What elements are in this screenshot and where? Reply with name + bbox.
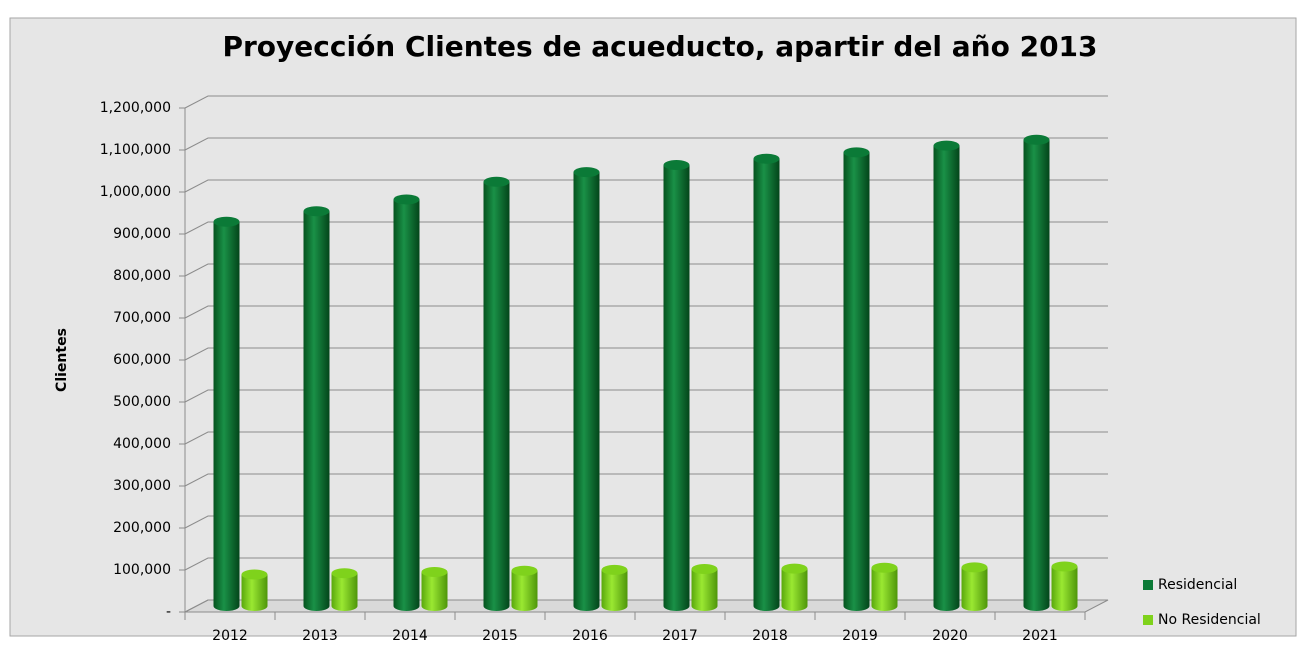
grid-line bbox=[184, 473, 1108, 487]
cylinder bbox=[421, 571, 448, 611]
cylinder-top bbox=[241, 569, 268, 580]
y-tick-label: 400,000 bbox=[113, 436, 171, 452]
grid-line bbox=[184, 95, 1108, 109]
cylinder bbox=[1023, 139, 1050, 612]
cylinder bbox=[511, 570, 538, 611]
y-tick-label: 100,000 bbox=[113, 562, 171, 578]
cylinder bbox=[753, 158, 780, 611]
x-tick-label: 2018 bbox=[752, 628, 788, 644]
x-tick-label: 2020 bbox=[932, 628, 968, 644]
cylinder-top bbox=[691, 564, 718, 575]
cylinder-top bbox=[961, 562, 988, 573]
cylinder-top bbox=[781, 563, 808, 574]
cylinder-top bbox=[303, 206, 330, 217]
cylinder-top bbox=[393, 194, 420, 205]
grid-line bbox=[184, 347, 1108, 361]
cylinder bbox=[781, 568, 808, 611]
grid-line bbox=[184, 263, 1108, 277]
y-tick-label: 600,000 bbox=[113, 352, 171, 368]
cylinder-top bbox=[663, 160, 690, 170]
cylinder-top bbox=[483, 176, 510, 187]
y-tick-label: 500,000 bbox=[113, 394, 171, 410]
x-tick-label: 2019 bbox=[842, 628, 878, 644]
chart-frame bbox=[9, 17, 1297, 637]
grid-line bbox=[184, 599, 1108, 613]
grid-line bbox=[184, 179, 1108, 193]
cylinder bbox=[393, 199, 420, 611]
grid-line bbox=[184, 389, 1108, 403]
grid-line bbox=[184, 305, 1108, 319]
legend-label: No Residencial bbox=[1158, 612, 1261, 628]
y-tick-label: 1,200,000 bbox=[100, 100, 171, 116]
cylinder-top bbox=[933, 140, 960, 151]
cylinder-top bbox=[331, 568, 358, 579]
legend-label: Residencial bbox=[1158, 577, 1237, 593]
cylinder-top bbox=[601, 564, 628, 575]
cylinder-top bbox=[421, 566, 448, 577]
cylinder bbox=[691, 569, 718, 611]
y-axis-title: Clientes bbox=[54, 328, 70, 392]
x-tick-label: 2014 bbox=[392, 628, 428, 644]
cylinder-top bbox=[843, 147, 870, 158]
cylinder bbox=[331, 573, 358, 611]
y-tick-label: 800,000 bbox=[113, 268, 171, 284]
grid-line bbox=[184, 137, 1108, 151]
y-tick-label: - bbox=[166, 604, 171, 620]
grid-line bbox=[184, 515, 1108, 529]
cylinder bbox=[663, 165, 690, 611]
cylinder bbox=[483, 181, 510, 612]
x-tick-label: 2016 bbox=[572, 628, 608, 644]
y-tick-label: 1,000,000 bbox=[100, 184, 171, 200]
x-tick-label: 2015 bbox=[482, 628, 518, 644]
cylinder bbox=[871, 567, 898, 611]
grid-line bbox=[184, 431, 1108, 445]
cylinder bbox=[303, 211, 330, 611]
legend-swatch bbox=[1143, 580, 1153, 590]
cylinder bbox=[213, 221, 240, 611]
y-tick-label: 900,000 bbox=[113, 226, 171, 242]
cylinder bbox=[573, 172, 600, 611]
y-tick-label: 300,000 bbox=[113, 478, 171, 494]
x-tick-label: 2017 bbox=[662, 628, 698, 644]
x-tick-label: 2012 bbox=[212, 628, 248, 644]
cylinder bbox=[843, 152, 870, 611]
x-tick-label: 2021 bbox=[1022, 628, 1058, 644]
grid-line bbox=[184, 221, 1108, 235]
y-tick-label: 200,000 bbox=[113, 520, 171, 536]
cylinder-top bbox=[511, 565, 538, 576]
cylinder bbox=[933, 145, 960, 611]
legend-swatch bbox=[1143, 615, 1153, 625]
cylinder-top bbox=[573, 167, 600, 178]
x-tick-label: 2013 bbox=[302, 628, 338, 644]
chart-title: Proyección Clientes de acueducto, aparti… bbox=[222, 30, 1097, 63]
cylinder-top bbox=[213, 216, 240, 227]
cylinder-top bbox=[1023, 134, 1050, 145]
cylinder bbox=[961, 567, 988, 611]
cylinder-top bbox=[1051, 561, 1078, 572]
cylinder-top bbox=[753, 153, 780, 164]
y-tick-label: 700,000 bbox=[113, 310, 171, 326]
cylinder-top bbox=[871, 562, 898, 573]
cylinder bbox=[1051, 566, 1078, 611]
cylinder bbox=[601, 569, 628, 611]
cylinder bbox=[241, 574, 268, 611]
grid-line bbox=[184, 557, 1108, 571]
y-tick-label: 1,100,000 bbox=[100, 142, 171, 158]
